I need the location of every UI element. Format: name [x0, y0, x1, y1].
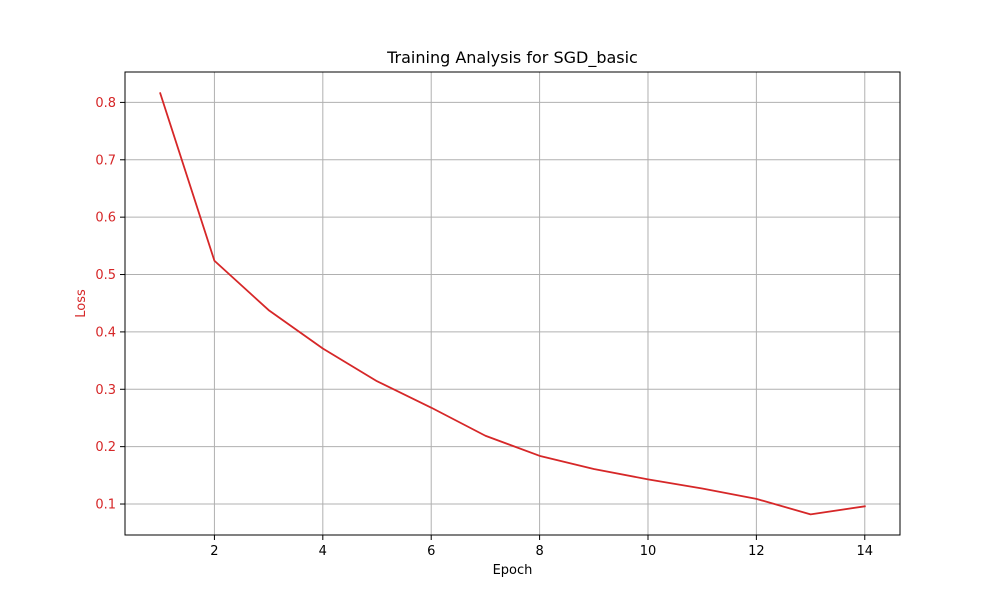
- y-tick-label: 0.5: [95, 268, 116, 283]
- x-axis-ticks: 2 4 6 8 10 12 14: [210, 535, 873, 559]
- loss-series-line: [159, 92, 866, 516]
- y-tick-label: 0.3: [95, 383, 116, 398]
- series-layer: [159, 92, 866, 516]
- y-tick-label: 0.2: [95, 440, 116, 455]
- x-tick-label: 6: [427, 544, 435, 559]
- y-tick-label: 0.6: [95, 211, 116, 226]
- x-tick-label: 4: [319, 544, 327, 559]
- chart-title: Training Analysis for SGD_basic: [386, 48, 638, 68]
- x-tick-label: 8: [535, 544, 543, 559]
- y-axis-label: Loss: [74, 289, 89, 318]
- y-tick-label: 0.4: [95, 325, 116, 340]
- x-tick-label: 10: [640, 544, 657, 559]
- grid: [125, 72, 900, 535]
- y-tick-label: 0.8: [95, 96, 116, 111]
- y-axis-ticks: 0.1 0.2 0.3 0.4 0.5 0.6 0.7 0.8: [95, 96, 125, 513]
- plot-frame: [124, 71, 901, 536]
- y-tick-label: 0.1: [95, 498, 116, 513]
- x-tick-label: 2: [210, 544, 218, 559]
- x-tick-label: 14: [856, 544, 873, 559]
- y-tick-label: 0.7: [95, 153, 116, 168]
- x-axis-label: Epoch: [493, 563, 533, 578]
- x-tick-label: 12: [748, 544, 765, 559]
